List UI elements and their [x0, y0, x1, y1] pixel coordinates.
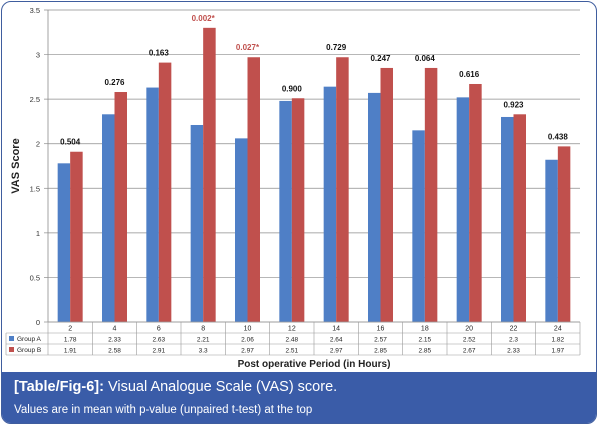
table-cell: 2.33: [507, 348, 520, 355]
figure-caption: [Table/Fig-6]: Visual Analogue Scale (VA…: [2, 372, 596, 423]
x-tick-label: 14: [332, 326, 340, 333]
bar-group-b: [159, 63, 172, 322]
table-cell: 3.3: [199, 348, 208, 355]
bar-group-b: [248, 57, 261, 322]
bar-group-a: [324, 87, 337, 322]
x-tick-label: 24: [554, 326, 562, 333]
caption-subtitle: Values are in mean with p-value (unpaire…: [14, 404, 312, 416]
y-tick-label: 1.5: [30, 184, 40, 193]
table-cell: 2.91: [153, 348, 166, 355]
table-cell: 2.21: [197, 337, 210, 344]
bar-group-a: [368, 93, 381, 322]
p-value-label: 0.438: [548, 132, 569, 141]
bar-group-b: [115, 92, 128, 322]
x-axis-label: Post operative Period (in Hours): [238, 359, 391, 370]
table-cell: 1.78: [64, 337, 77, 344]
caption-title-text: Visual Analogue Scale (VAS) score.: [104, 379, 337, 395]
p-value-label: 0.247: [370, 54, 391, 63]
vas-bar-chart: 0 0.5 1 1.5 2 2.5 3 3.5 VAS Score 0.504 0.276 0.163…: [2, 2, 596, 372]
table-cell: 2.85: [419, 348, 432, 355]
p-value-label: 0.729: [326, 43, 347, 52]
table-cell: 1.82: [552, 337, 565, 344]
y-tick-label: 2: [36, 140, 40, 149]
table-cell: 2.48: [286, 337, 299, 344]
table-cell: 2.85: [374, 348, 387, 355]
table-cell: 2.51: [286, 348, 299, 355]
bar-group-a: [102, 114, 115, 322]
table-cell: 2.3: [509, 337, 518, 344]
x-tick-label: 10: [244, 326, 252, 333]
p-value-label: 0.163: [149, 49, 170, 58]
y-tick-label: 0: [36, 318, 40, 327]
bar-group-b: [203, 28, 216, 322]
table-cell: 1.91: [64, 348, 77, 355]
bar-group-b: [425, 68, 438, 322]
table-cell: 2.64: [330, 337, 343, 344]
bar-group-a: [457, 97, 470, 322]
table-cell: 2.63: [153, 337, 166, 344]
p-value-label: 0.064: [415, 54, 436, 63]
bar-group-b: [514, 114, 527, 322]
y-tick-label: 3: [36, 51, 40, 60]
table-cell: 2.58: [108, 348, 121, 355]
p-value-label: 0.276: [104, 78, 125, 87]
x-tick-label: 2: [68, 326, 72, 333]
y-tick-label: 3.5: [30, 6, 40, 15]
bar-group-b: [558, 146, 571, 322]
table-cell: 2.15: [419, 337, 432, 344]
bar-group-a: [412, 130, 425, 322]
bar-group-b: [469, 84, 482, 322]
bar-group-b: [381, 68, 394, 322]
table-cell: 2.52: [463, 337, 476, 344]
y-tick-label: 1: [36, 229, 40, 238]
legend-label: Group A: [17, 336, 42, 343]
x-tick-label: 12: [288, 326, 296, 333]
table-cell: 1.97: [552, 348, 565, 355]
p-value-label: 0.027*: [236, 43, 260, 52]
table-cell: 2.67: [463, 348, 476, 355]
legend-swatch: [9, 336, 14, 341]
x-tick-label: 8: [201, 326, 205, 333]
bar-group-a: [235, 138, 248, 322]
caption-title: [Table/Fig-6]: Visual Analogue Scale (VA…: [14, 379, 337, 395]
bar-group-b: [292, 98, 305, 322]
table-cell: 2.57: [374, 337, 387, 344]
bar-group-a: [545, 160, 558, 322]
p-value-label: 0.616: [459, 70, 480, 79]
x-tick-label: 6: [157, 326, 161, 333]
p-value-label: 0.923: [503, 100, 524, 109]
table-cell: 2.06: [241, 337, 254, 344]
bar-group-a: [191, 125, 204, 322]
x-tick-label: 20: [465, 326, 473, 333]
table-cell: 2.97: [241, 348, 254, 355]
table-cell: 2.33: [108, 337, 121, 344]
x-tick-label: 4: [113, 326, 117, 333]
bar-group-b: [336, 57, 349, 322]
x-tick-label: 18: [421, 326, 429, 333]
y-tick-label: 2.5: [30, 95, 40, 104]
legend-swatch: [9, 347, 14, 352]
legend-label: Group B: [17, 347, 41, 354]
bar-group-a: [279, 101, 292, 322]
y-tick-label: 0.5: [30, 273, 40, 282]
bar-group-b: [70, 152, 83, 322]
p-value-label: 0.900: [282, 84, 303, 93]
p-value-label: 0.002*: [192, 14, 216, 23]
caption-tag: [Table/Fig-6]:: [14, 379, 104, 395]
x-tick-label: 16: [377, 326, 385, 333]
p-value-label: 0.504: [60, 138, 81, 147]
bar-group-a: [146, 88, 159, 322]
table-cell: 2.97: [330, 348, 343, 355]
x-tick-label: 22: [510, 326, 518, 333]
bar-group-a: [58, 163, 71, 322]
y-axis-label: VAS Score: [10, 138, 22, 193]
bar-group-a: [501, 117, 514, 322]
